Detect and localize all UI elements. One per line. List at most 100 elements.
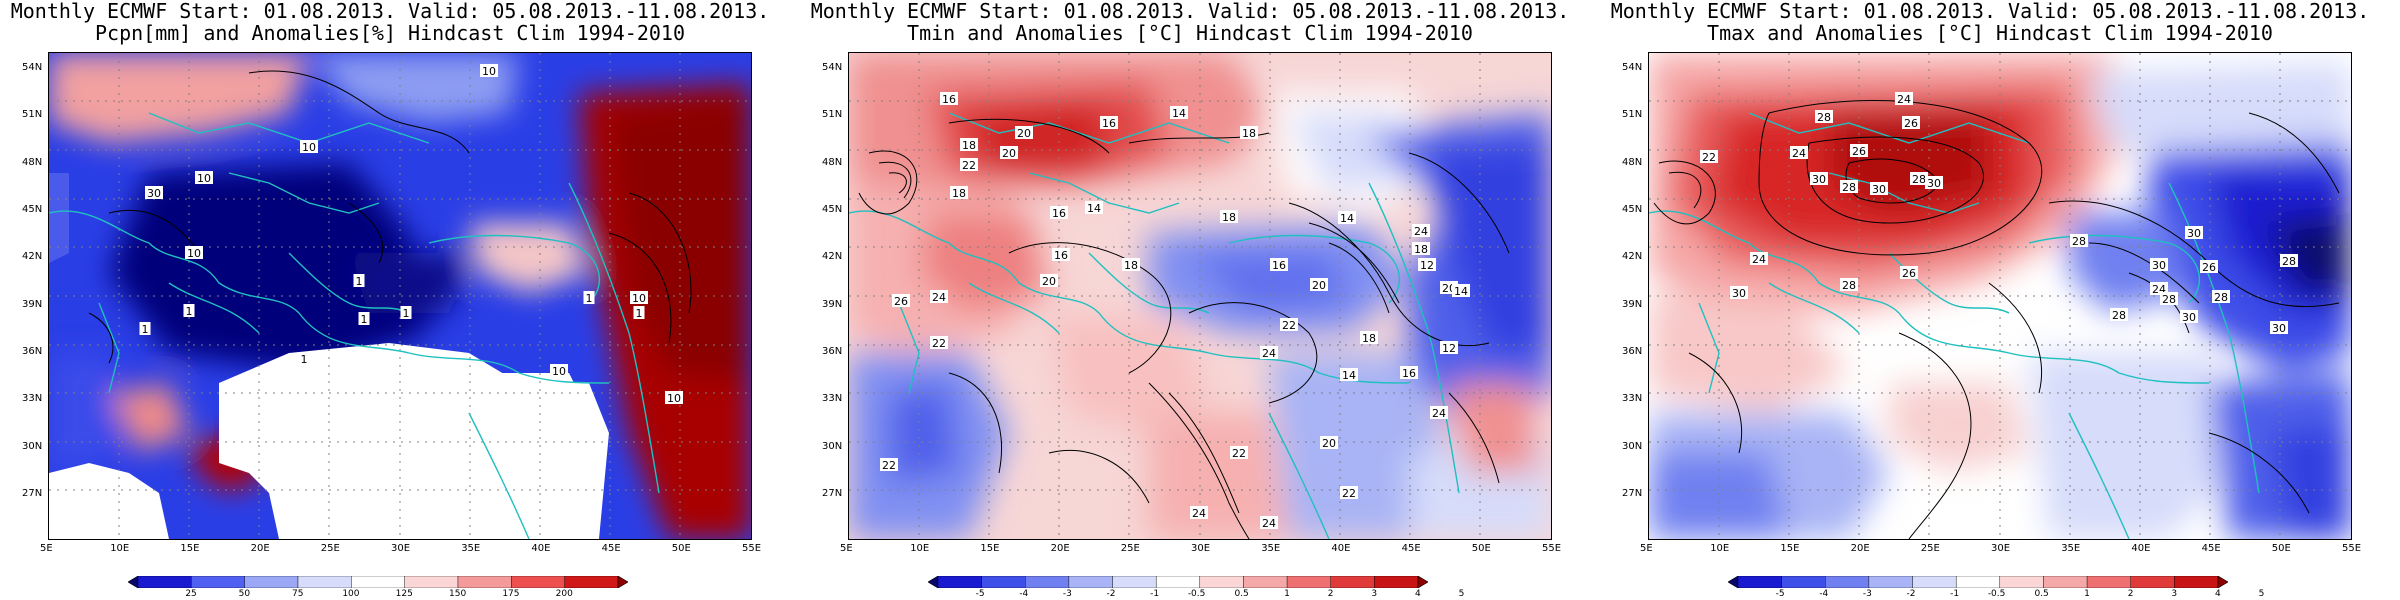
- contour-label: 24: [1750, 252, 1768, 266]
- colorbar-label: 100: [342, 589, 360, 599]
- contour-label: 28: [2070, 234, 2088, 248]
- colorbar-max-arrow: [617, 576, 628, 588]
- svg-text:16: 16: [1272, 259, 1286, 272]
- latitude-tick-label: 39N: [22, 298, 43, 310]
- longitude-tick-label: 10E: [110, 543, 130, 554]
- svg-text:16: 16: [1054, 249, 1068, 262]
- contour-label: 18: [1412, 242, 1430, 256]
- colorbar-label: -3: [1062, 589, 1072, 599]
- contour-label: 18: [1220, 210, 1238, 224]
- colorbar-segment: [564, 576, 619, 588]
- contour-label: 28: [1910, 172, 1928, 186]
- colorbar-label: -2: [1906, 589, 1916, 599]
- contour-label: 1: [583, 291, 595, 305]
- longitude-tick-label: 40E: [1331, 543, 1351, 554]
- contour-labels: 10 10 30 10 10 1 1 1 1 1 1 10 10 10 1 1: [139, 64, 683, 405]
- contour-label: 20: [1015, 126, 1033, 140]
- contour-label: 10: [665, 391, 683, 405]
- svg-text:1: 1: [636, 307, 643, 320]
- contour-label: 14: [1340, 368, 1358, 382]
- svg-text:16: 16: [1052, 207, 1066, 220]
- longitude-tick-label: 50E: [671, 543, 691, 554]
- colorbar-segment: [1781, 576, 1826, 588]
- contour-labels: 16 20 16 14 18 22 18 14 16 18 20 18 14 24 18 20 12 12 14 16…: [880, 92, 1470, 530]
- colorbar-label: 4: [2215, 589, 2221, 599]
- contour-label: 22: [1280, 318, 1298, 332]
- svg-text:22: 22: [932, 337, 946, 350]
- svg-text:30: 30: [2152, 259, 2166, 272]
- svg-text:24: 24: [1752, 253, 1766, 266]
- svg-text:18: 18: [1222, 211, 1236, 224]
- contour-label: 10: [630, 291, 648, 305]
- svg-text:20: 20: [1322, 437, 1336, 450]
- colorbar-max-arrow: [2217, 576, 2228, 588]
- contour-label: 30: [2150, 258, 2168, 272]
- svg-text:28: 28: [2162, 293, 2176, 306]
- colorbar-label: 200: [555, 589, 573, 599]
- svg-text:1: 1: [403, 307, 410, 320]
- contour-label: 1: [139, 322, 151, 336]
- colorbar-label: 5: [1458, 589, 1465, 599]
- contour-label: 14: [1170, 106, 1188, 120]
- longitude-tick-label: 55E: [2342, 543, 2362, 554]
- longitude-tick-label: 30E: [391, 543, 411, 554]
- colorbar-segment: [1199, 576, 1244, 588]
- latitude-tick-label: 51N: [1622, 109, 1643, 121]
- contour-label: 18: [950, 186, 968, 200]
- colorbar-label: 125: [395, 589, 413, 599]
- colorbar-label: 150: [449, 589, 467, 599]
- longitude-tick-label: 10E: [1710, 543, 1730, 554]
- contour-label: 24: [1190, 506, 1208, 520]
- panel-title-line2: Tmin and Anomalies [°C] Hindcast Clim 19…: [907, 21, 1473, 45]
- contour-label: 18: [1122, 258, 1140, 272]
- contour-label: 20: [1320, 436, 1338, 450]
- svg-text:26: 26: [894, 295, 908, 308]
- latitude-tick-label: 48N: [22, 156, 43, 168]
- colorbar-label: 0.5: [1234, 589, 1249, 599]
- colorbar-label: -4: [1019, 589, 1029, 599]
- contour-label: 22: [930, 336, 948, 350]
- latitude-tick-label: 36N: [1622, 346, 1643, 357]
- svg-text:24: 24: [1792, 147, 1806, 160]
- latitude-tick-label: 48N: [822, 156, 843, 168]
- colorbar-label: -5: [975, 589, 985, 599]
- colorbar-segment: [351, 576, 405, 588]
- colorbar-label: 75: [292, 589, 304, 599]
- contour-label: 26: [1850, 144, 1868, 158]
- contour-label: 24: [1412, 224, 1430, 238]
- panel-title-line2: Pcpn[mm] and Anomalies[%] Hindcast Clim …: [94, 21, 685, 45]
- svg-text:22: 22: [882, 459, 896, 472]
- contour-label: 28: [1840, 180, 1858, 194]
- contour-label: 16: [1052, 248, 1070, 262]
- svg-text:1: 1: [301, 353, 308, 366]
- latitude-tick-label: 45N: [1622, 204, 1643, 215]
- contour-label: 16: [1100, 116, 1118, 130]
- colorbar-segment: [2174, 576, 2219, 588]
- svg-text:30: 30: [2187, 227, 2201, 240]
- latitude-tick-label: 30N: [822, 440, 843, 452]
- contour-label: 1: [353, 274, 365, 288]
- svg-text:14: 14: [1087, 202, 1101, 215]
- contour-label: 28: [2110, 308, 2128, 322]
- svg-text:1: 1: [361, 313, 368, 326]
- longitude-tick-label: 35E: [2061, 543, 2081, 554]
- contour-label: 18: [1240, 126, 1258, 140]
- colorbar-max-arrow: [1417, 576, 1428, 588]
- colorbar-label: 2: [2127, 589, 2134, 599]
- longitude-tick-label: 25E: [1920, 543, 1940, 554]
- colorbar-segment: [1286, 576, 1331, 588]
- colorbar-segment: [1112, 576, 1157, 588]
- svg-text:30: 30: [1872, 183, 1886, 196]
- panel-title-line2: Tmax and Anomalies [°C] Hindcast Clim 19…: [1707, 21, 2273, 45]
- svg-text:26: 26: [2202, 261, 2216, 274]
- latitude-tick-label: 51N: [822, 109, 843, 121]
- precipitation-map: 10 10 30 10 10 1 1 1 1 1 1 10 10 10 1 1: [49, 53, 751, 539]
- svg-text:26: 26: [1902, 267, 1916, 280]
- longitude-tick-label: 20E: [250, 543, 270, 554]
- longitude-tick-label: 25E: [320, 543, 340, 554]
- svg-text:22: 22: [1702, 151, 1716, 164]
- colorbar-segment: [1155, 576, 1201, 588]
- colorbar-label: 25: [185, 589, 197, 599]
- colorbar-label: 5: [2258, 589, 2265, 599]
- svg-text:20: 20: [1002, 147, 1016, 160]
